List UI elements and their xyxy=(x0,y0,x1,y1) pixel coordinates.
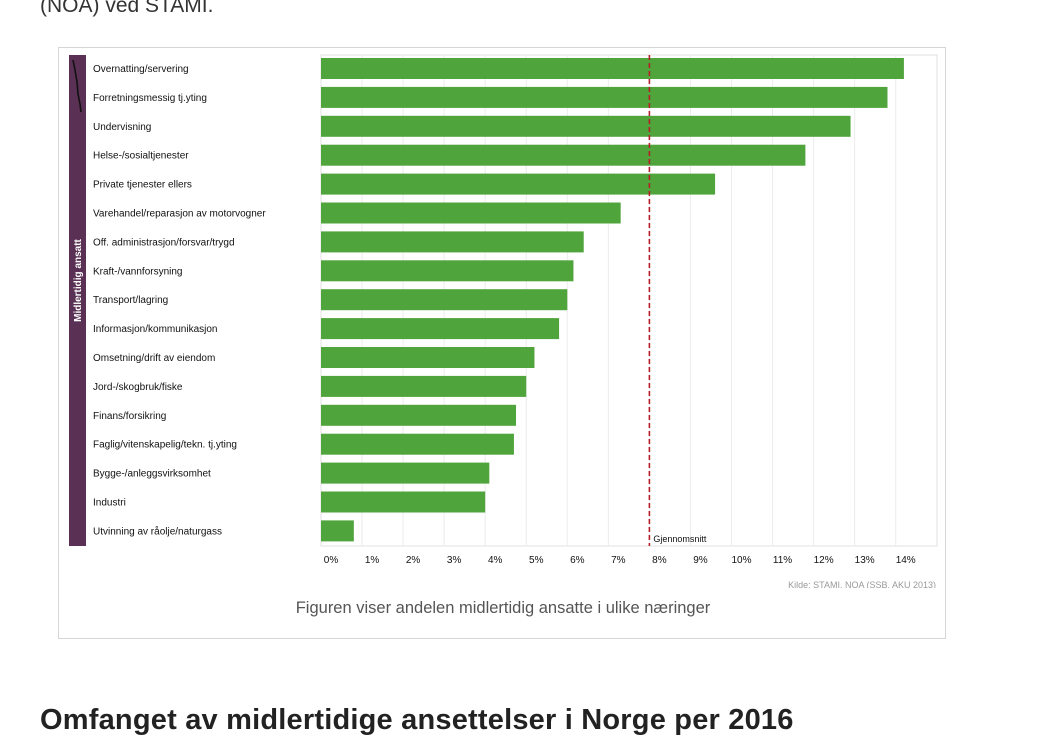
category-label: Varehandel/reparasjon av motorvogner xyxy=(93,209,266,220)
bar xyxy=(321,375,527,397)
category-label: Helse-/sosialtjenester xyxy=(93,151,189,162)
y-axis-sidebar xyxy=(69,55,86,546)
bar xyxy=(321,404,516,426)
x-tick-label: 8% xyxy=(652,555,667,566)
x-tick-label: 10% xyxy=(731,555,751,566)
bar xyxy=(321,202,621,224)
category-label: Faglig/vitenskapelig/tekn. tj.yting xyxy=(93,440,237,451)
bar-chart: Midlertidig ansatt Overnatting/servering F… xyxy=(69,54,938,588)
x-tick-label: 7% xyxy=(611,555,626,566)
bar xyxy=(321,462,490,484)
bar xyxy=(321,231,584,253)
figure-caption: Figuren viser andelen midlertidig ansatt… xyxy=(295,599,711,617)
chart-figure: Midlertidig ansatt Overnatting/servering F… xyxy=(58,47,946,639)
category-label: Overnatting/servering xyxy=(93,64,189,75)
category-label: Off. administrasjon/forsvar/trygd xyxy=(93,237,235,248)
bar xyxy=(321,520,354,542)
x-tick-label: 3% xyxy=(447,555,462,566)
category-label: Finans/forsikring xyxy=(93,411,166,422)
x-tick-label: 1% xyxy=(365,555,380,566)
x-tick-label: 14% xyxy=(896,555,916,566)
section-heading: Omfanget av midlertidige ansettelser i N… xyxy=(40,704,794,736)
category-label: Private tjenester ellers xyxy=(93,180,192,191)
x-tick-label: 11% xyxy=(773,555,792,566)
x-tick-label: 13% xyxy=(855,555,875,566)
bar xyxy=(321,433,514,455)
source-note: Kilde: STAMI, NOA (SSB, AKU 2013) xyxy=(788,580,936,588)
category-label: Kraft-/vannforsyning xyxy=(93,266,183,277)
category-label: Jord-/skogbruk/fiske xyxy=(93,382,183,393)
bar xyxy=(321,289,568,311)
category-label: Undervisning xyxy=(93,122,151,133)
bar xyxy=(321,86,888,108)
x-tick-label: 2% xyxy=(406,555,421,566)
category-label: Bygge-/anleggsvirksomhet xyxy=(93,469,211,480)
bar xyxy=(321,58,904,79)
x-tick-label: 4% xyxy=(488,555,503,566)
pen-mark xyxy=(72,59,82,113)
x-tick-label: 9% xyxy=(693,555,708,566)
x-tick-label: 5% xyxy=(529,555,544,566)
y-axis-title: Midlertidig ansatt xyxy=(73,238,84,321)
bar xyxy=(321,115,851,137)
category-label: Industri xyxy=(93,498,126,509)
bar xyxy=(321,318,560,340)
x-tick-label: 0% xyxy=(324,555,339,566)
category-label: Omsetning/drift av eiendom xyxy=(93,353,215,364)
category-label: Transport/lagring xyxy=(93,295,168,306)
bar xyxy=(321,173,716,195)
category-label: Utvinning av råolje/naturgass xyxy=(93,525,222,537)
intro-text: (NOA) ved STAMI. xyxy=(40,0,214,17)
average-label: Gjennomsnitt xyxy=(653,534,707,544)
x-tick-label: 6% xyxy=(570,555,585,566)
bar xyxy=(321,347,535,368)
bar xyxy=(321,491,486,513)
category-label: Informasjon/kommunikasjon xyxy=(93,324,218,335)
bar xyxy=(321,260,574,282)
x-tick-label: 12% xyxy=(814,555,834,566)
bar xyxy=(321,144,806,166)
category-label: Forretningsmessig tj.yting xyxy=(93,93,207,104)
